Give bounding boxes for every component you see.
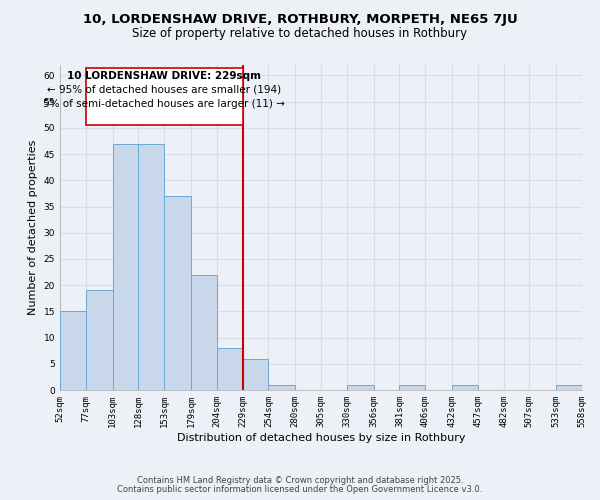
- Bar: [191, 274, 217, 390]
- Bar: [242, 358, 268, 390]
- Y-axis label: Number of detached properties: Number of detached properties: [28, 140, 38, 315]
- Bar: [556, 385, 582, 390]
- Bar: [347, 385, 374, 390]
- Bar: [139, 144, 164, 390]
- Bar: [400, 385, 425, 390]
- Text: Contains public sector information licensed under the Open Government Licence v3: Contains public sector information licen…: [118, 485, 482, 494]
- X-axis label: Distribution of detached houses by size in Rothbury: Distribution of detached houses by size …: [177, 432, 465, 442]
- Text: 10, LORDENSHAW DRIVE, ROTHBURY, MORPETH, NE65 7JU: 10, LORDENSHAW DRIVE, ROTHBURY, MORPETH,…: [83, 12, 517, 26]
- Text: 5% of semi-detached houses are larger (11) →: 5% of semi-detached houses are larger (1…: [43, 98, 285, 108]
- Bar: [452, 385, 478, 390]
- Bar: [86, 290, 113, 390]
- Bar: [268, 385, 295, 390]
- FancyBboxPatch shape: [86, 68, 242, 126]
- Bar: [164, 196, 191, 390]
- Bar: [217, 348, 242, 390]
- Bar: [60, 312, 86, 390]
- Text: ← 95% of detached houses are smaller (194): ← 95% of detached houses are smaller (19…: [47, 85, 281, 95]
- Text: Contains HM Land Registry data © Crown copyright and database right 2025.: Contains HM Land Registry data © Crown c…: [137, 476, 463, 485]
- Text: 10 LORDENSHAW DRIVE: 229sqm: 10 LORDENSHAW DRIVE: 229sqm: [67, 72, 261, 82]
- Bar: [113, 144, 139, 390]
- Text: Size of property relative to detached houses in Rothbury: Size of property relative to detached ho…: [133, 28, 467, 40]
